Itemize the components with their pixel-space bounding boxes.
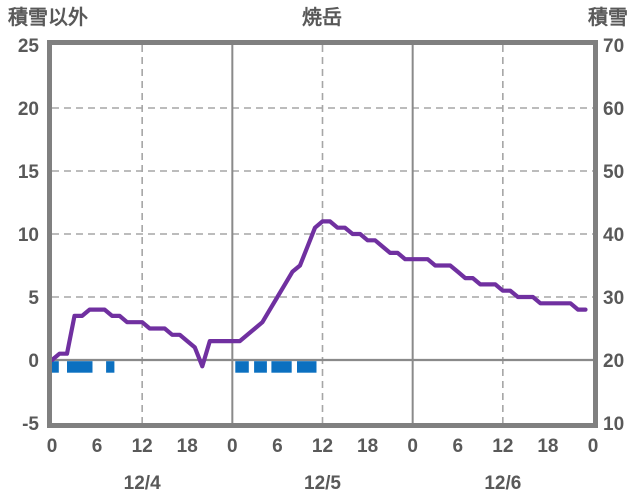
x-axis-hour-label: 6 bbox=[92, 436, 103, 457]
data-series bbox=[49, 219, 588, 373]
precip-bar-segment bbox=[271, 361, 292, 373]
precip-bar-segment bbox=[297, 361, 317, 373]
x-axis-hour-label: 12 bbox=[312, 436, 333, 457]
right-axis-tick-label: 60 bbox=[603, 99, 624, 120]
precip-bar-segment bbox=[235, 361, 249, 373]
left-axis-title: 積雪以外 bbox=[8, 5, 88, 29]
left-axis-tick-label: 0 bbox=[28, 351, 39, 372]
left-axis-tick-label: 20 bbox=[18, 99, 39, 120]
right-axis-tick-label: 50 bbox=[603, 162, 624, 183]
x-axis-hour-label: 18 bbox=[177, 436, 198, 457]
right-axis-title: 積雪 bbox=[588, 6, 628, 29]
x-axis-date-label: 12/4 bbox=[124, 473, 161, 494]
left-axis-tick-label: 5 bbox=[28, 288, 39, 309]
x-axis-hour-label: 6 bbox=[452, 436, 463, 457]
snow-depth-line bbox=[49, 219, 588, 369]
x-axis-hour-label: 18 bbox=[357, 436, 378, 457]
x-axis-hour-label: 6 bbox=[272, 436, 283, 457]
left-axis-tick-label: 15 bbox=[18, 162, 40, 183]
x-axis-date-label: 12/6 bbox=[484, 473, 521, 494]
x-axis-hour-label: 0 bbox=[47, 436, 58, 457]
right-axis-tick-label: 20 bbox=[603, 351, 624, 372]
x-axis-date-label: 12/5 bbox=[304, 473, 341, 494]
right-axis-tick-label: 70 bbox=[603, 36, 624, 57]
x-axis-hour-label: 12 bbox=[132, 436, 153, 457]
x-axis-hour-label: 18 bbox=[537, 436, 558, 457]
x-axis-hour-label: 12 bbox=[492, 436, 513, 457]
precip-bar-segment bbox=[106, 361, 115, 373]
plot-frame bbox=[47, 40, 598, 428]
x-axis-hour-label: 0 bbox=[227, 436, 238, 457]
plot-border bbox=[47, 40, 598, 428]
left-axis-tick-label: 10 bbox=[18, 225, 39, 246]
precip-bar-segment bbox=[67, 361, 93, 373]
gridlines bbox=[52, 45, 593, 423]
right-axis-tick-label: 10 bbox=[603, 414, 624, 435]
precip-bar-segment bbox=[52, 361, 59, 373]
left-axis-tick-label: -5 bbox=[22, 414, 39, 435]
right-axis-tick-label: 30 bbox=[603, 288, 624, 309]
right-axis-tick-label: 40 bbox=[603, 225, 624, 246]
left-axis-tick-label: 25 bbox=[18, 36, 40, 57]
chart-title: 焼岳 bbox=[302, 6, 342, 29]
x-axis-hour-label: 0 bbox=[407, 436, 418, 457]
x-axis-hour-label: 0 bbox=[588, 436, 599, 457]
precip-bar-segment bbox=[254, 361, 267, 373]
